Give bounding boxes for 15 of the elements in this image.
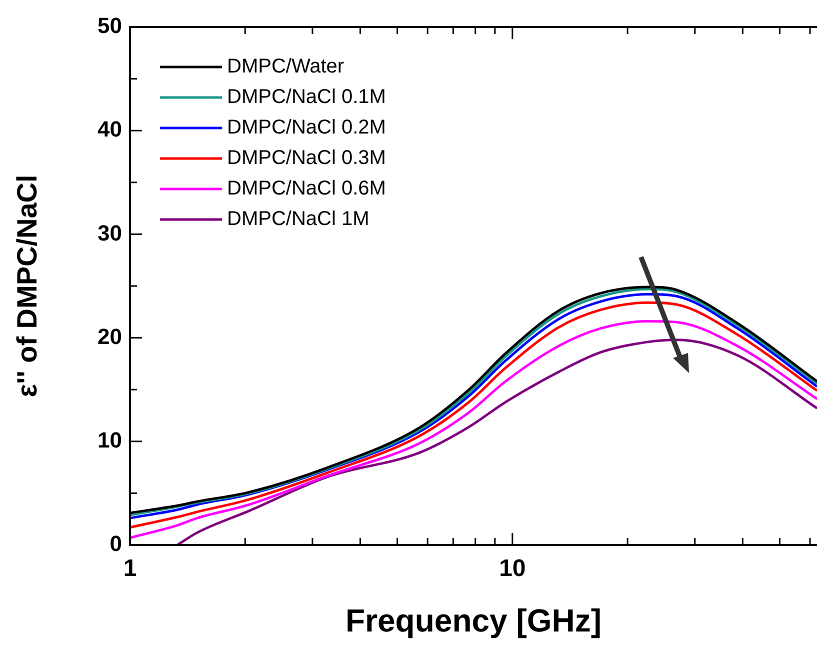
y-tick-label: 20 (98, 324, 122, 349)
legend-label: DMPC/NaCl 0.6M (227, 178, 386, 200)
y-tick-label: 10 (98, 427, 122, 452)
y-tick-label: 0 (110, 531, 122, 556)
x-tick-label: 1 (123, 555, 137, 582)
x-axis-title: Frequency [GHz] (346, 602, 602, 639)
legend-label: DMPC/Water (227, 56, 344, 78)
y-axis-title: ε'' of DMPC/NaCl (12, 174, 43, 398)
y-tick-label: 40 (98, 116, 122, 142)
legend-label: DMPC/NaCl 0.2M (227, 116, 386, 139)
legend-label: DMPC/NaCl 1M (227, 208, 370, 230)
y-tick-label: 50 (98, 13, 122, 38)
legend-label: DMPC/NaCl 0.3M (227, 147, 386, 170)
y-tick-label: 30 (98, 220, 122, 246)
legend-label: DMPC/NaCl 0.1M (227, 86, 386, 108)
